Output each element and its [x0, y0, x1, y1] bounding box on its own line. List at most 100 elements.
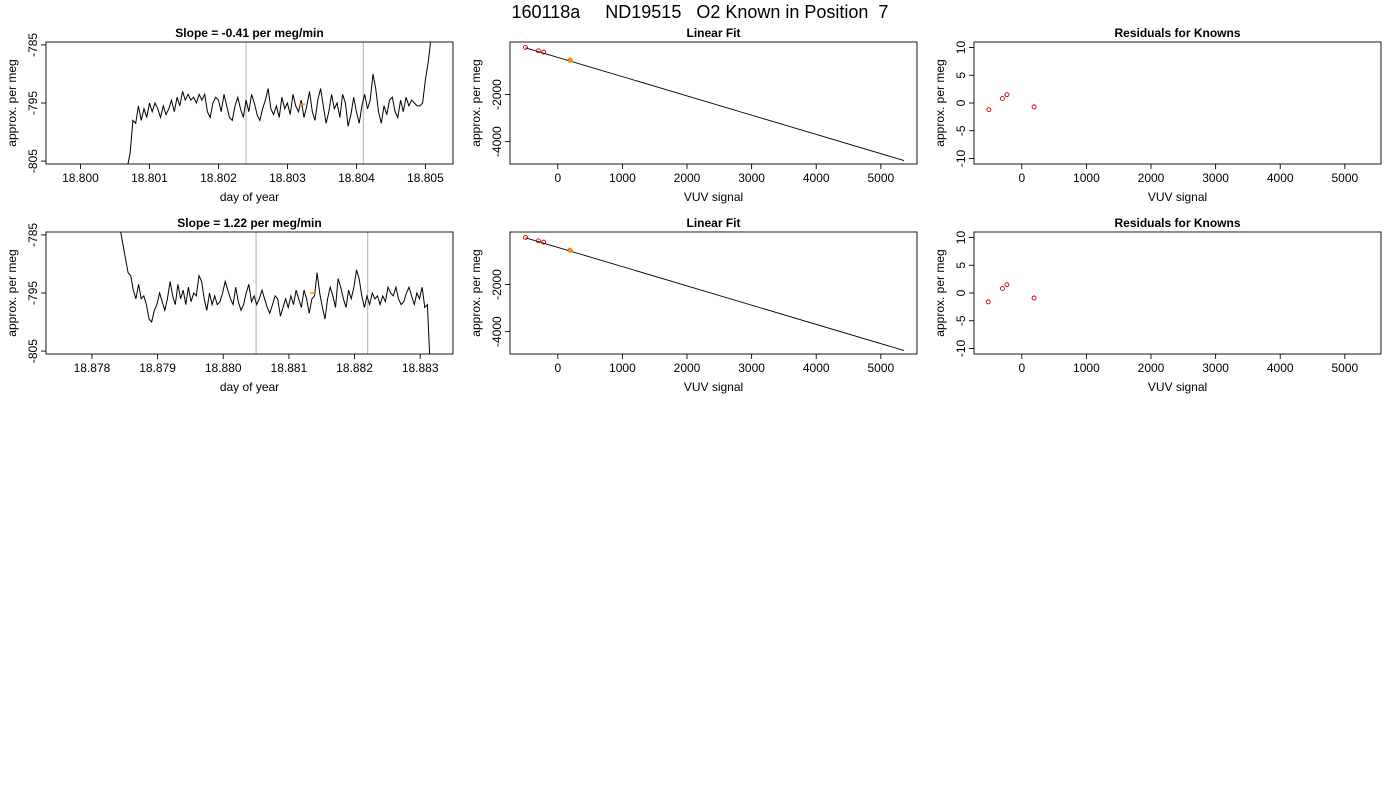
y-tick-label: -805 [26, 149, 40, 173]
known-point-3 [1004, 92, 1010, 98]
chart-title: Residuals for Knowns [1114, 26, 1240, 40]
x-tick-label: 0 [1018, 361, 1025, 375]
known-point-2 [999, 286, 1005, 292]
x-tick-label: 18.879 [139, 361, 176, 375]
x-tick-label: 3000 [1202, 171, 1229, 185]
x-axis-label: VUV signal [1148, 190, 1207, 204]
x-tick-label: 1000 [609, 361, 636, 375]
panel-5: Linear Fit 0 1000 2000 3000 4000 5000 -2000 -400… [469, 216, 918, 394]
y-tick-label: 5 [954, 72, 968, 79]
panel-2: Linear Fit 0 1000 2000 3000 4000 5000 -2000 -400… [469, 26, 918, 204]
x-tick-label: 5000 [867, 171, 894, 185]
y-tick-label: -4000 [490, 316, 504, 347]
page-title: 160118a ND19515 O2 Known in Position 7 [511, 2, 889, 22]
y-axis-label: approx. per meg [5, 249, 19, 336]
known-point-1 [523, 234, 528, 240]
y-tick-label: -4000 [490, 126, 504, 157]
x-tick-label: 5000 [1331, 361, 1358, 375]
x-tick-label: 4000 [1267, 171, 1294, 185]
x-tick-label: 1000 [1073, 361, 1100, 375]
series-line-1 [127, 42, 432, 164]
x-tick-label: 3000 [738, 361, 765, 375]
y-axis-label: approx. per meg [933, 59, 947, 146]
x-tick-label: 5000 [1331, 171, 1358, 185]
fit-line [525, 237, 905, 352]
plot-frame [973, 231, 1382, 355]
x-tick-label: 2000 [674, 361, 701, 375]
y-tick-label: -5 [954, 125, 968, 136]
plot-frame [509, 231, 918, 355]
known-point-2 [535, 48, 541, 54]
sample-point [568, 57, 573, 63]
y-axis-label: approx. per meg [5, 59, 19, 146]
known-point-4 [1031, 104, 1037, 110]
x-tick-label: 0 [554, 171, 561, 185]
x-tick-label: 4000 [1267, 361, 1294, 375]
x-tick-label: 1000 [609, 171, 636, 185]
x-tick-label: 2000 [1138, 171, 1165, 185]
x-tick-label: 0 [1018, 171, 1025, 185]
chart-title: Linear Fit [686, 26, 740, 40]
known-point-2 [535, 238, 541, 244]
x-tick-label: 0 [554, 361, 561, 375]
panel-4: Slope = 1.22 per meg/min 18.878 18.879 18.8… [5, 216, 454, 394]
plot-frame [45, 41, 454, 165]
y-tick-label: -785 [26, 33, 40, 57]
panel-1: Slope = -0.41 per meg/min 18.800 18.801 18.… [5, 26, 454, 204]
x-tick-label: 1000 [1073, 171, 1100, 185]
x-tick-label: 3000 [1202, 361, 1229, 375]
x-tick-label: 2000 [674, 171, 701, 185]
y-tick-label: -2000 [490, 79, 504, 110]
y-tick-label: -785 [26, 223, 40, 247]
x-tick-label: 18.805 [407, 171, 444, 185]
x-tick-label: 18.880 [205, 361, 242, 375]
x-axis-label: VUV signal [684, 380, 743, 394]
y-tick-label: -10 [954, 339, 968, 357]
x-tick-label: 2000 [1138, 361, 1165, 375]
known-point-4 [1031, 295, 1037, 301]
known-point-3 [1004, 282, 1010, 288]
x-tick-label: 18.801 [131, 171, 168, 185]
x-tick-label: 4000 [803, 171, 830, 185]
x-axis-label: VUV signal [684, 190, 743, 204]
y-axis-label: approx. per meg [469, 249, 483, 336]
plot-frame [973, 41, 1382, 165]
y-tick-label: -2000 [490, 269, 504, 300]
x-tick-label: 18.883 [402, 361, 439, 375]
known-point-2 [999, 96, 1005, 102]
x-axis-label: VUV signal [1148, 380, 1207, 394]
known-point-1 [985, 299, 991, 305]
sample-point [568, 247, 573, 253]
y-tick-label: -5 [954, 315, 968, 326]
x-tick-label: 18.800 [62, 171, 99, 185]
panel-3: Residuals for Knowns 0 1000 2000 3000 4000 500… [933, 26, 1382, 204]
x-tick-label: 3000 [738, 171, 765, 185]
x-tick-label: 18.802 [200, 171, 237, 185]
x-axis-label: day of year [220, 380, 279, 394]
y-tick-label: 10 [954, 231, 968, 245]
chart-title: Linear Fit [686, 216, 740, 230]
chart-title: Residuals for Knowns [1114, 216, 1240, 230]
y-axis-label: approx. per meg [933, 249, 947, 336]
x-tick-label: 5000 [867, 361, 894, 375]
chart-title: Slope = 1.22 per meg/min [177, 216, 321, 230]
x-tick-label: 18.878 [74, 361, 111, 375]
plot-frame [45, 231, 454, 355]
x-tick-label: 18.881 [271, 361, 308, 375]
y-axis-label: approx. per meg [469, 59, 483, 146]
series-line-1 [120, 232, 431, 354]
known-point-1 [986, 107, 992, 113]
chart-title: Slope = -0.41 per meg/min [175, 26, 323, 40]
x-axis-label: day of year [220, 190, 279, 204]
y-tick-label: 5 [954, 262, 968, 269]
x-tick-label: 4000 [803, 361, 830, 375]
y-tick-label: -795 [26, 281, 40, 305]
known-point-1 [523, 44, 528, 50]
y-tick-label: -795 [26, 91, 40, 115]
y-tick-label: 0 [954, 99, 968, 106]
y-tick-label: -805 [26, 339, 40, 363]
y-tick-label: 0 [954, 289, 968, 296]
known-point-3 [541, 239, 547, 245]
fit-line [525, 47, 905, 162]
